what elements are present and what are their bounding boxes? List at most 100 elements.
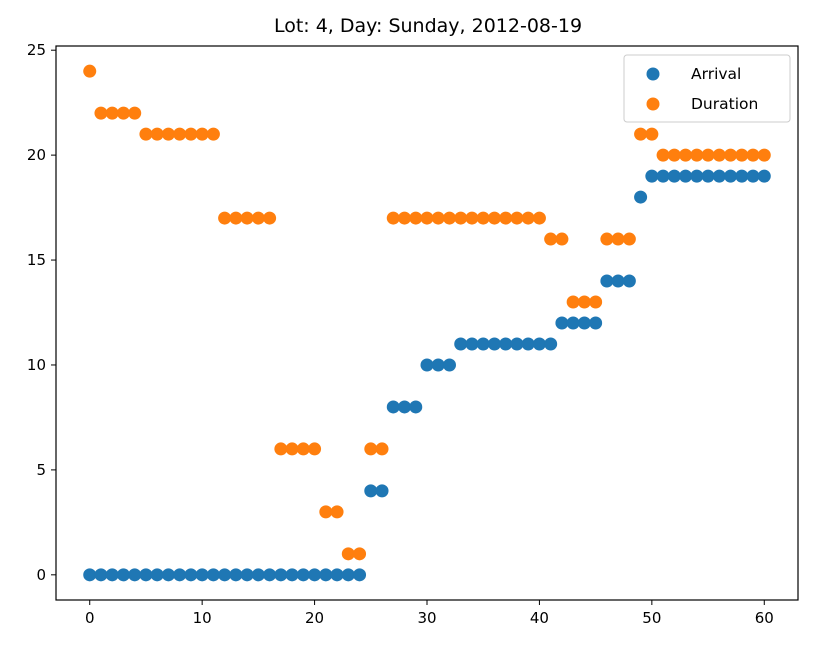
- arrival-point: [308, 568, 322, 582]
- y-tick-label: 10: [27, 356, 46, 374]
- arrival-point: [218, 568, 232, 582]
- arrival-point: [150, 568, 164, 582]
- arrival-point: [634, 190, 648, 204]
- duration-point: [274, 442, 288, 456]
- arrival-point: [105, 568, 119, 582]
- arrival-point: [240, 568, 254, 582]
- arrival-point: [454, 337, 468, 351]
- arrival-point: [251, 568, 265, 582]
- arrival-point: [83, 568, 97, 582]
- arrival-point: [319, 568, 333, 582]
- duration-point: [712, 148, 726, 162]
- arrival-point: [364, 484, 378, 498]
- arrival-point: [757, 169, 771, 183]
- duration-point: [341, 547, 355, 561]
- arrival-point: [667, 169, 681, 183]
- chart-title: Lot: 4, Day: Sunday, 2012-08-19: [274, 15, 582, 37]
- duration-point: [566, 295, 580, 309]
- duration-point: [375, 442, 389, 456]
- duration-point: [589, 295, 603, 309]
- x-tick-label: 10: [193, 609, 212, 627]
- y-tick-label: 0: [36, 566, 46, 584]
- y-tick-label: 25: [27, 41, 46, 59]
- arrival-point: [712, 169, 726, 183]
- arrival-point: [353, 568, 367, 582]
- arrival-point: [724, 169, 738, 183]
- arrival-point: [611, 274, 625, 288]
- duration-point: [398, 211, 412, 225]
- series-arrival: [83, 169, 771, 582]
- duration-point: [251, 211, 265, 225]
- arrival-point: [184, 568, 198, 582]
- duration-point: [420, 211, 434, 225]
- duration-point: [364, 442, 378, 456]
- arrival-point: [476, 337, 490, 351]
- duration-point: [431, 211, 445, 225]
- duration-point: [128, 106, 142, 120]
- arrival-point: [128, 568, 142, 582]
- legend-label-duration: Duration: [691, 95, 758, 113]
- legend-label-arrival: Arrival: [691, 65, 741, 83]
- arrival-point: [679, 169, 693, 183]
- arrival-point: [173, 568, 187, 582]
- y-tick-label: 20: [27, 146, 46, 164]
- arrival-point: [555, 316, 569, 330]
- duration-point: [409, 211, 423, 225]
- arrival-point: [487, 337, 501, 351]
- duration-point: [229, 211, 243, 225]
- legend-marker-duration: [646, 97, 660, 111]
- arrival-point: [139, 568, 153, 582]
- duration-point: [510, 211, 524, 225]
- duration-point: [521, 211, 535, 225]
- arrival-point: [645, 169, 659, 183]
- duration-point: [105, 106, 119, 120]
- duration-point: [206, 127, 220, 141]
- arrival-point: [409, 400, 423, 414]
- x-tick-label: 60: [755, 609, 774, 627]
- arrival-point: [532, 337, 546, 351]
- arrival-point: [701, 169, 715, 183]
- x-tick-label: 50: [642, 609, 661, 627]
- arrival-point: [375, 484, 389, 498]
- arrival-point: [116, 568, 130, 582]
- arrival-point: [94, 568, 108, 582]
- duration-point: [184, 127, 198, 141]
- duration-point: [757, 148, 771, 162]
- duration-point: [577, 295, 591, 309]
- duration-point: [454, 211, 468, 225]
- arrival-point: [330, 568, 344, 582]
- arrival-point: [195, 568, 209, 582]
- duration-point: [330, 505, 344, 519]
- duration-point: [285, 442, 299, 456]
- arrival-point: [386, 400, 400, 414]
- duration-point: [240, 211, 254, 225]
- x-axis: 0 10 20 30 40 50 60: [85, 600, 774, 627]
- legend-marker-arrival: [646, 67, 660, 81]
- duration-point: [544, 232, 558, 246]
- x-tick-label: 20: [305, 609, 324, 627]
- series-duration: [83, 64, 771, 561]
- arrival-point: [521, 337, 535, 351]
- duration-point: [656, 148, 670, 162]
- legend: Arrival Duration: [623, 54, 791, 123]
- y-tick-label: 15: [27, 251, 46, 269]
- arrival-point: [656, 169, 670, 183]
- duration-point: [442, 211, 456, 225]
- arrival-point: [735, 169, 749, 183]
- arrival-point: [420, 358, 434, 372]
- duration-point: [83, 64, 97, 78]
- duration-point: [173, 127, 187, 141]
- duration-point: [746, 148, 760, 162]
- arrival-point: [544, 337, 558, 351]
- duration-point: [161, 127, 175, 141]
- duration-point: [150, 127, 164, 141]
- arrival-point: [442, 358, 456, 372]
- x-tick-label: 40: [530, 609, 549, 627]
- duration-point: [195, 127, 209, 141]
- duration-point: [116, 106, 130, 120]
- duration-point: [690, 148, 704, 162]
- arrival-point: [285, 568, 299, 582]
- arrival-point: [161, 568, 175, 582]
- arrival-point: [746, 169, 760, 183]
